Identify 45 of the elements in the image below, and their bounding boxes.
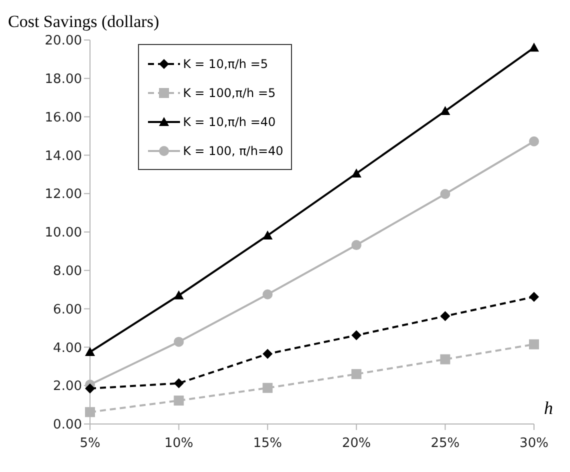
legend-label: K = 100,π/h =5 (183, 86, 276, 100)
point (440, 188, 450, 199)
legend-label: K = 10,π/h =40 (183, 114, 276, 128)
point (529, 292, 539, 302)
y-tick-label: 20.00 (44, 34, 82, 49)
point (529, 42, 539, 52)
x-tick-label: 25% (430, 436, 460, 452)
y-tick-label: 8.00 (53, 264, 82, 280)
x-tick-label: 20% (342, 436, 371, 452)
point (174, 396, 184, 406)
point (174, 336, 184, 347)
point (85, 347, 95, 356)
y-tick-label: 14.00 (44, 148, 82, 164)
x-tick-label: 15% (253, 436, 282, 452)
x-axis-title: h (544, 398, 553, 419)
point (529, 136, 539, 146)
y-tick-label: 12.00 (44, 187, 82, 202)
point (351, 369, 362, 380)
point (351, 168, 362, 178)
point (85, 407, 95, 418)
y-axis-title: Cost Savings (dollars) (8, 12, 160, 32)
point (440, 106, 450, 116)
point (440, 354, 450, 364)
point (351, 240, 362, 250)
point (174, 378, 184, 388)
point (174, 290, 184, 300)
point (262, 289, 273, 300)
point (262, 382, 273, 393)
y-tick-label: 2.00 (53, 379, 82, 394)
y-tick-label: 0.00 (53, 418, 82, 433)
point (440, 311, 450, 322)
y-tick-label: 10.00 (44, 226, 82, 241)
y-tick-label: 16.00 (44, 110, 82, 126)
x-tick-label: 30% (520, 436, 548, 452)
y-tick-label: 6.00 (53, 302, 82, 318)
legend-label: K = 100, π/h=40 (183, 144, 284, 158)
x-tick-label: 10% (164, 436, 194, 452)
x-tick-label: 5% (80, 436, 100, 452)
legend-label: K = 10,π/h =5 (183, 56, 268, 70)
point (529, 339, 539, 350)
y-tick-label: 4.00 (53, 340, 82, 356)
point (262, 230, 273, 240)
point (351, 330, 362, 340)
point (262, 348, 273, 359)
y-tick-label: 18.00 (44, 72, 82, 88)
